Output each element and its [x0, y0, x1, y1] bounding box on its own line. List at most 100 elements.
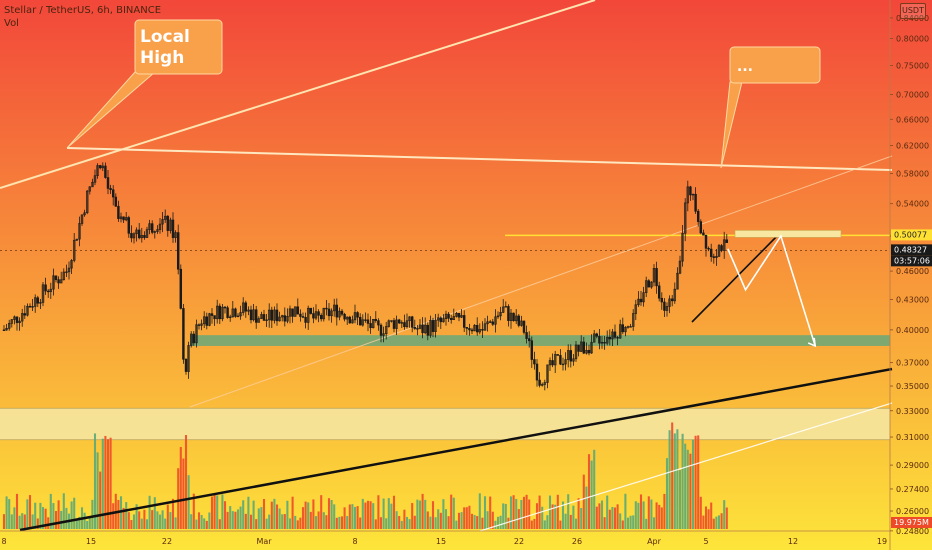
- volume-bar: [556, 494, 559, 529]
- volume-bar: [195, 519, 198, 529]
- candle-body: [543, 382, 547, 385]
- candle-body: [712, 256, 716, 258]
- candle-body: [148, 223, 151, 230]
- candle-body: [683, 202, 687, 234]
- volume-bar: [395, 511, 398, 529]
- volume-bar: [561, 501, 565, 529]
- candle-body: [44, 284, 47, 292]
- candle-body: [590, 341, 593, 354]
- candle-body: [512, 312, 515, 322]
- volume-bar: [512, 495, 515, 529]
- volume-bar: [411, 503, 414, 529]
- x-tick-label: 8: [352, 537, 357, 546]
- chart-header: Stellar / TetherUS, 6h, BINANCE Vol: [4, 4, 161, 30]
- volume-bar: [499, 515, 502, 529]
- candle-body: [184, 359, 188, 372]
- candle-body: [681, 232, 684, 262]
- candle-body: [80, 214, 84, 224]
- candle-body: [694, 193, 697, 212]
- candle-body: [140, 235, 144, 239]
- volume-bar: [574, 518, 578, 529]
- candle-body: [171, 219, 175, 238]
- ellipsis-callout[interactable]: [729, 46, 821, 84]
- volume-bar: [559, 520, 562, 529]
- volume-bar: [234, 511, 237, 529]
- candle-body: [234, 308, 237, 317]
- x-tick-label: 19: [877, 537, 887, 546]
- volume-bar: [101, 438, 104, 529]
- upper-trendline: [0, 0, 596, 189]
- volume-indicator-label[interactable]: Vol: [4, 18, 19, 29]
- candle-body: [267, 309, 271, 321]
- x-tick-label: 22: [162, 537, 172, 546]
- x-tick-label: 8: [1, 537, 6, 546]
- volume-bar: [569, 514, 572, 529]
- candle-body: [36, 297, 40, 304]
- candle-body: [696, 210, 700, 222]
- candle-body: [676, 272, 679, 290]
- volume-bar: [348, 504, 351, 529]
- candle-body: [275, 309, 279, 322]
- candle-body: [75, 238, 79, 241]
- bar-countdown-tag[interactable]: 03:57:06: [894, 256, 930, 265]
- volume-bar: [689, 453, 692, 529]
- volume-bar: [377, 495, 380, 529]
- candle-body: [91, 181, 94, 188]
- volume-bar: [385, 518, 388, 529]
- volume-bar: [153, 497, 156, 529]
- candle-body: [668, 298, 671, 307]
- candle-body: [626, 326, 630, 328]
- candle-body: [525, 332, 528, 339]
- volume-bar: [174, 517, 177, 529]
- volume-bar: [283, 514, 286, 529]
- candle-body: [475, 324, 479, 333]
- resistance-price-tag[interactable]: 0.50077: [894, 230, 927, 239]
- volume-bar: [21, 513, 24, 529]
- target-box: [734, 230, 842, 238]
- volume-bar: [655, 502, 658, 529]
- candle-body: [252, 309, 255, 321]
- candle-body: [15, 316, 19, 323]
- last-price-tag[interactable]: 0.48327: [894, 245, 927, 254]
- candle-body: [637, 298, 640, 306]
- volume-bar: [535, 503, 539, 529]
- volume-bar: [595, 506, 598, 529]
- volume-bar: [60, 510, 63, 529]
- candle-body: [361, 319, 365, 326]
- candle-body: [18, 320, 21, 323]
- y-tick-label: 0.46000: [896, 267, 929, 276]
- candle-body: [317, 311, 320, 316]
- volume-bar: [390, 503, 393, 529]
- volume-bar: [460, 512, 463, 529]
- volume-bar: [621, 520, 624, 529]
- symbol-title[interactable]: Stellar / TetherUS, 6h, BINANCE: [4, 5, 162, 16]
- candle-body: [312, 313, 315, 319]
- candle-body: [592, 333, 596, 343]
- volume-bar: [75, 520, 78, 529]
- volume-bar: [10, 514, 13, 529]
- volume-bar: [507, 517, 510, 529]
- candle-body: [257, 318, 261, 323]
- volume-tag[interactable]: 19.975M: [894, 518, 929, 527]
- candle-body: [707, 248, 710, 250]
- local-high-callout[interactable]: [134, 19, 223, 75]
- volume-bar: [78, 516, 81, 529]
- currency-badge[interactable]: USDT: [900, 3, 926, 19]
- candle-body: [88, 186, 92, 192]
- volume-bar: [86, 520, 89, 529]
- volume-bar: [369, 501, 372, 529]
- volume-bar: [210, 496, 214, 529]
- candle-body: [598, 335, 601, 344]
- candle-body: [85, 190, 89, 214]
- candle-body: [603, 342, 606, 344]
- candle-body: [564, 359, 567, 365]
- volume-bar: [340, 516, 344, 529]
- y-tick-label: 0.43000: [896, 295, 929, 304]
- volume-bar: [317, 511, 320, 529]
- candle-body: [660, 297, 664, 303]
- volume-bar: [8, 499, 11, 529]
- volume-bar: [372, 503, 375, 529]
- volume-bar: [203, 518, 206, 529]
